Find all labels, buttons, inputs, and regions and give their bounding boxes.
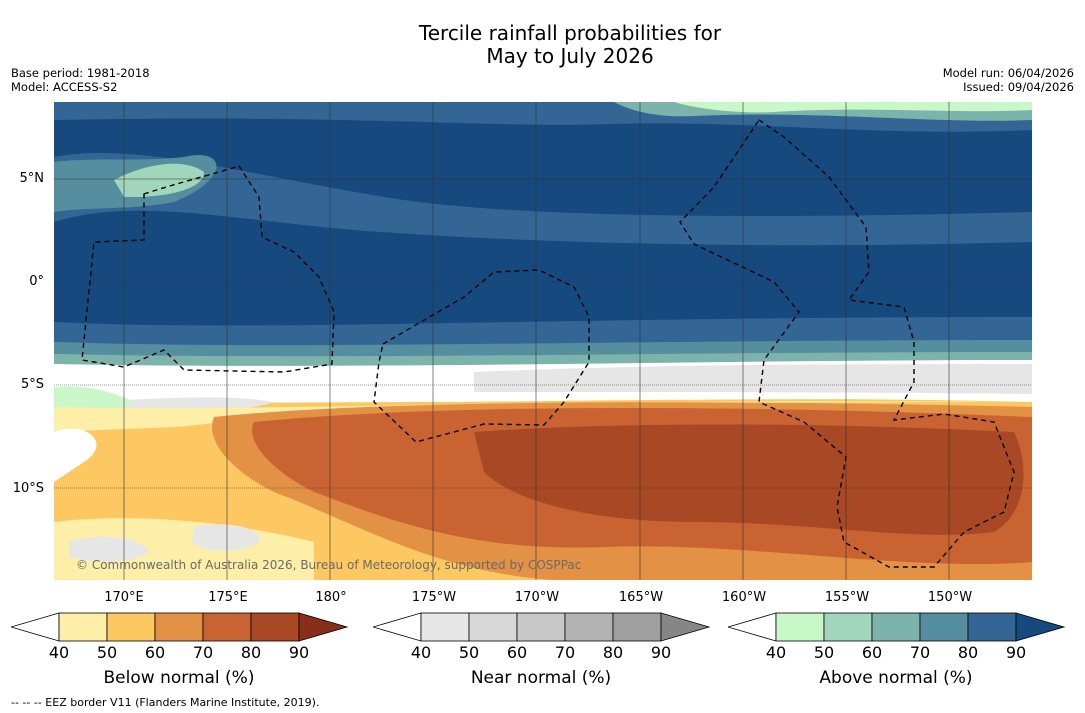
cbar1-tick-70: 70	[554, 643, 576, 662]
colorbar-below-normal	[9, 612, 351, 646]
above-normal-70-band	[54, 152, 1032, 246]
cbar1-tick-80: 80	[602, 643, 624, 662]
cbar1-tick-40: 40	[410, 643, 432, 662]
above-normal-50-patch	[114, 163, 204, 198]
colorbar-above-normal-graphic	[726, 612, 1066, 642]
colorbar-above-normal	[726, 612, 1068, 646]
colorbar-bin	[823, 612, 873, 642]
run-info: Model run: 06/04/2026 Issued: 09/04/2026	[943, 66, 1074, 94]
near-normal-patch-sw2	[192, 524, 260, 551]
lat-label-5n: 5°N	[19, 171, 45, 186]
colorbar-bin	[58, 612, 108, 642]
cbar2-tick-60: 60	[861, 643, 883, 662]
lon-label-175w: 175°W	[411, 590, 457, 605]
eez-tokelau-samoa	[373, 269, 590, 443]
colorbar-low-extend	[371, 612, 422, 642]
colorbar-low-extend	[726, 612, 777, 642]
cbar2-tick-90: 90	[1005, 643, 1027, 662]
eez-kiribati-gilbert	[81, 165, 335, 373]
near-normal-50-band	[474, 364, 1032, 394]
colorbar-low-extend	[9, 612, 60, 642]
map-canvas	[54, 102, 1032, 580]
white-patch-west	[54, 428, 97, 482]
lon-label-175e: 175°E	[208, 590, 248, 605]
cbar0-tick-60: 60	[144, 643, 166, 662]
cbar2-tick-70: 70	[909, 643, 931, 662]
above-normal-40-north	[674, 102, 1032, 113]
eez-cook-line-islands	[679, 119, 1015, 568]
probability-map	[54, 102, 1032, 580]
title-line-1: Tercile rainfall probabilities for	[418, 21, 722, 45]
colorbar-bin	[967, 612, 1017, 642]
map-title: Tercile rainfall probabilities for May t…	[0, 22, 1085, 68]
cbar-below-normal-label: Below normal (%)	[103, 668, 255, 688]
cbar-near-normal-label: Near normal (%)	[470, 668, 612, 688]
cbar1-tick-50: 50	[458, 643, 480, 662]
colorbar-bin	[154, 612, 204, 642]
lat-label-10s: 10°S	[12, 481, 44, 496]
cbar0-tick-90: 90	[288, 643, 310, 662]
title-line-2: May to July 2026	[486, 44, 654, 68]
cbar-above-normal-label: Above normal (%)	[819, 668, 973, 688]
base-period: Base period: 1981-2018	[11, 66, 150, 80]
colorbar-high-extend	[660, 612, 711, 642]
lon-label-150w: 150°W	[927, 590, 973, 605]
cbar2-tick-40: 40	[765, 643, 787, 662]
model-name: Model: ACCESS-S2	[11, 80, 118, 94]
cbar0-tick-40: 40	[48, 643, 70, 662]
model-info: Base period: 1981-2018 Model: ACCESS-S2	[11, 66, 150, 94]
copyright-notice: © Commonwealth of Australia 2026, Bureau…	[76, 558, 582, 572]
colorbar-bin	[468, 612, 518, 642]
colorbar-bin	[564, 612, 614, 642]
cbar1-tick-60: 60	[506, 643, 528, 662]
lat-label-0: 0°	[29, 274, 44, 289]
lon-label-165w: 165°W	[618, 590, 664, 605]
colorbar-high-extend	[1015, 612, 1066, 642]
lon-label-180: 180°	[315, 590, 347, 605]
colorbar-bin	[202, 612, 252, 642]
below-normal-80-region	[474, 424, 1024, 535]
colorbar-near-normal	[371, 612, 713, 646]
colorbar-bin	[871, 612, 921, 642]
colorbar-bin	[106, 612, 156, 642]
colorbar-bin	[919, 612, 969, 642]
lon-label-155w: 155°W	[824, 590, 870, 605]
cbar2-tick-80: 80	[957, 643, 979, 662]
model-run-date: Model run: 06/04/2026	[942, 66, 1074, 80]
cbar0-tick-50: 50	[96, 643, 118, 662]
cbar2-tick-50: 50	[813, 643, 835, 662]
cbar0-tick-70: 70	[192, 643, 214, 662]
issued-date: Issued: 09/04/2026	[963, 80, 1074, 94]
colorbar-near-normal-graphic	[371, 612, 711, 642]
cbar0-tick-80: 80	[240, 643, 262, 662]
colorbar-below-normal-graphic	[9, 612, 349, 642]
colorbar-bin	[612, 612, 662, 642]
lon-label-170e: 170°E	[104, 590, 144, 605]
lon-label-170w: 170°W	[514, 590, 560, 605]
colorbar-bin	[420, 612, 470, 642]
colorbar-bin	[516, 612, 566, 642]
graticule	[54, 102, 1032, 580]
lat-label-5s: 5°S	[20, 377, 44, 392]
lon-label-160w: 160°W	[721, 590, 767, 605]
colorbar-bin	[250, 612, 300, 642]
eez-footnote: -- -- -- EEZ border V11 (Flanders Marine…	[11, 696, 320, 709]
colorbar-bin	[775, 612, 825, 642]
near-normal-patch-sw1	[69, 536, 149, 562]
colorbar-high-extend	[298, 612, 349, 642]
cbar1-tick-90: 90	[650, 643, 672, 662]
eez-borders	[81, 119, 1015, 568]
